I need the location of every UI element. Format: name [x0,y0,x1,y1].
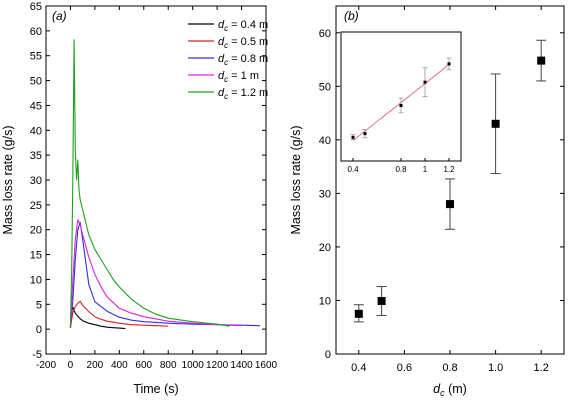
y-tick-label: 30 [319,188,331,200]
inset-x-tick-label: 0.8 [395,165,407,174]
y-tick-label: 20 [319,242,331,254]
y-tick-label: 5 [36,299,42,311]
x-tick-label: -200 [36,360,56,371]
panel-a-label: (a) [52,9,67,23]
data-point [446,200,454,209]
panel-b-x-axis-title: dc (m) [433,382,467,398]
y-tick-label: 20 [30,225,42,237]
x-tick-label: 800 [160,360,177,371]
inset-x-tick-label: 1.2 [443,165,455,174]
x-tick-label: 400 [111,360,128,371]
y-tick-label: 15 [30,250,42,262]
x-tick-label: 0.6 [397,362,412,374]
panel-b-y-axis-title: Mass loss rate (g/s) [289,125,303,234]
series-line-1 [69,306,126,330]
legend-label: dc = 1.2 m [218,87,268,101]
panel-a-x-axis-title: Time (s) [133,382,178,396]
y-tick-label: 55 [30,51,42,63]
y-tick-label: 60 [30,26,42,38]
panel-b-points [353,39,547,323]
series-line-4 [69,219,242,328]
y-tick-label: 40 [319,135,331,147]
inset-x-tick-label: 0.4 [347,165,359,174]
panel-b-x-ticks: 0.4 0.6 0.8 1.0 1.2 [351,6,549,374]
y-tick-label: 65 [30,1,42,13]
panel-b-label: (b) [344,9,359,23]
series-line-3 [69,221,260,328]
y-tick-label: 25 [30,200,42,212]
inset-frame [340,31,462,162]
panel-a-series [69,39,260,330]
y-tick-label: 10 [30,274,42,286]
data-point [354,309,363,318]
y-tick-label: 60 [319,28,331,40]
y-tick-label: 0 [36,324,42,336]
y-tick-label: 45 [30,100,42,112]
panel-a-y-axis-title: Mass loss rate (g/s) [1,125,15,234]
x-tick-label: 1000 [182,360,205,371]
series-line-5 [69,39,230,327]
x-tick-label: 600 [135,360,152,371]
inset-x-ticks: 0.4 0.8 1 1.2 [347,158,455,174]
inset-data-point [363,132,367,136]
x-tick-label: 1600 [255,360,278,371]
inset-x-tick-label: 1 [423,165,428,174]
legend-label: dc = 1 m [218,70,259,84]
panel-b-inset: 0.4 0.8 1 1.2 [340,31,462,174]
panel-b-y-ticks: 0 10 20 30 40 50 60 [319,28,564,361]
data-point [491,119,500,128]
x-tick-label: 1.2 [534,362,549,374]
inset-data-point [423,80,427,84]
x-tick-label: 0.8 [442,362,457,374]
inset-data-point [351,135,355,139]
legend-label: dc = 0.5 m [218,36,268,50]
data-point [537,56,546,65]
panel-a-legend: dc = 0.4 m dc = 0.5 m dc = 0.8 m dc = 1 m dc… [188,19,268,101]
inset-data-point [399,103,403,107]
y-tick-label: 40 [30,125,42,137]
y-tick-label: 0 [325,349,331,361]
legend-label: dc = 0.4 m [218,19,268,33]
x-tick-label: 200 [87,360,104,371]
x-tick-label: 0 [68,360,74,371]
data-point [377,296,386,305]
panel-a-x-ticks: -200 0 200 400 600 800 1000 1200 1400 1600 [36,6,278,371]
inset-data-point [447,62,451,66]
x-tick-label: 1200 [206,360,229,371]
y-tick-label: 10 [319,295,331,307]
series-line-2 [69,300,169,328]
y-tick-label: 35 [30,150,42,162]
y-tick-label: 50 [319,81,331,93]
x-tick-label: 1400 [230,360,253,371]
y-tick-label: 30 [30,175,42,187]
legend-label: dc = 0.8 m [218,53,268,67]
x-tick-label: 1.0 [488,362,503,374]
panel-a-y-ticks: -5 0 5 10 15 20 25 30 35 40 45 50 55 60 65 [30,1,266,361]
panel-b: 0 10 20 30 40 50 60 0.4 0.6 0.8 1.0 1.2 (b) dc (m)… [289,5,565,398]
y-tick-label: 50 [30,76,42,88]
panel-a: -5 0 5 10 15 20 25 30 35 40 45 50 55 60 65 -200 0 200 400… [1,1,278,396]
inset-points [350,57,452,142]
x-tick-label: 0.4 [351,362,366,374]
y-tick-label: -5 [32,349,42,361]
